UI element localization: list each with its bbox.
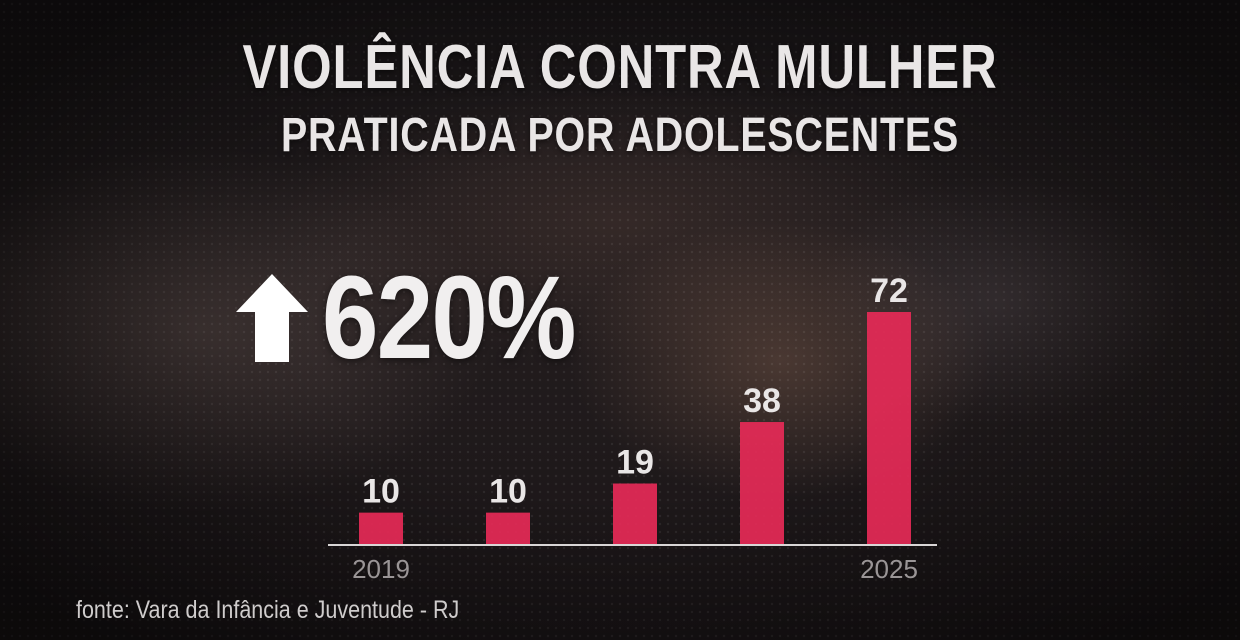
data-label-2019: 10 (362, 473, 400, 511)
bar-2021 (613, 483, 657, 545)
tick-labels-group: 2019 2025 (352, 554, 918, 584)
bar-2019 (359, 512, 403, 545)
growth-highlight: 620% (234, 252, 616, 384)
data-label-2020: 10 (489, 473, 527, 511)
data-label-2025: 72 (870, 272, 908, 310)
source-note: fonte: Vara da Infância e Juventude - RJ (76, 596, 460, 624)
bar-2020 (486, 512, 530, 545)
data-label-2022: 38 (743, 382, 781, 420)
growth-percentage: 620% (322, 252, 576, 384)
chart-title: VIOLÊNCIA CONTRA MULHER (242, 33, 998, 102)
bar-2022 (740, 422, 784, 545)
arrow-up-icon (236, 274, 308, 362)
data-labels-group: 10 10 19 38 72 (362, 272, 908, 511)
bars-group (359, 312, 911, 545)
data-label-2021: 19 (616, 444, 654, 482)
tick-label-2019: 2019 (352, 554, 410, 584)
tick-label-2025: 2025 (860, 554, 918, 584)
bar-2025 (867, 312, 911, 545)
chart-subtitle: PRATICADA POR ADOLESCENTES (280, 109, 960, 162)
